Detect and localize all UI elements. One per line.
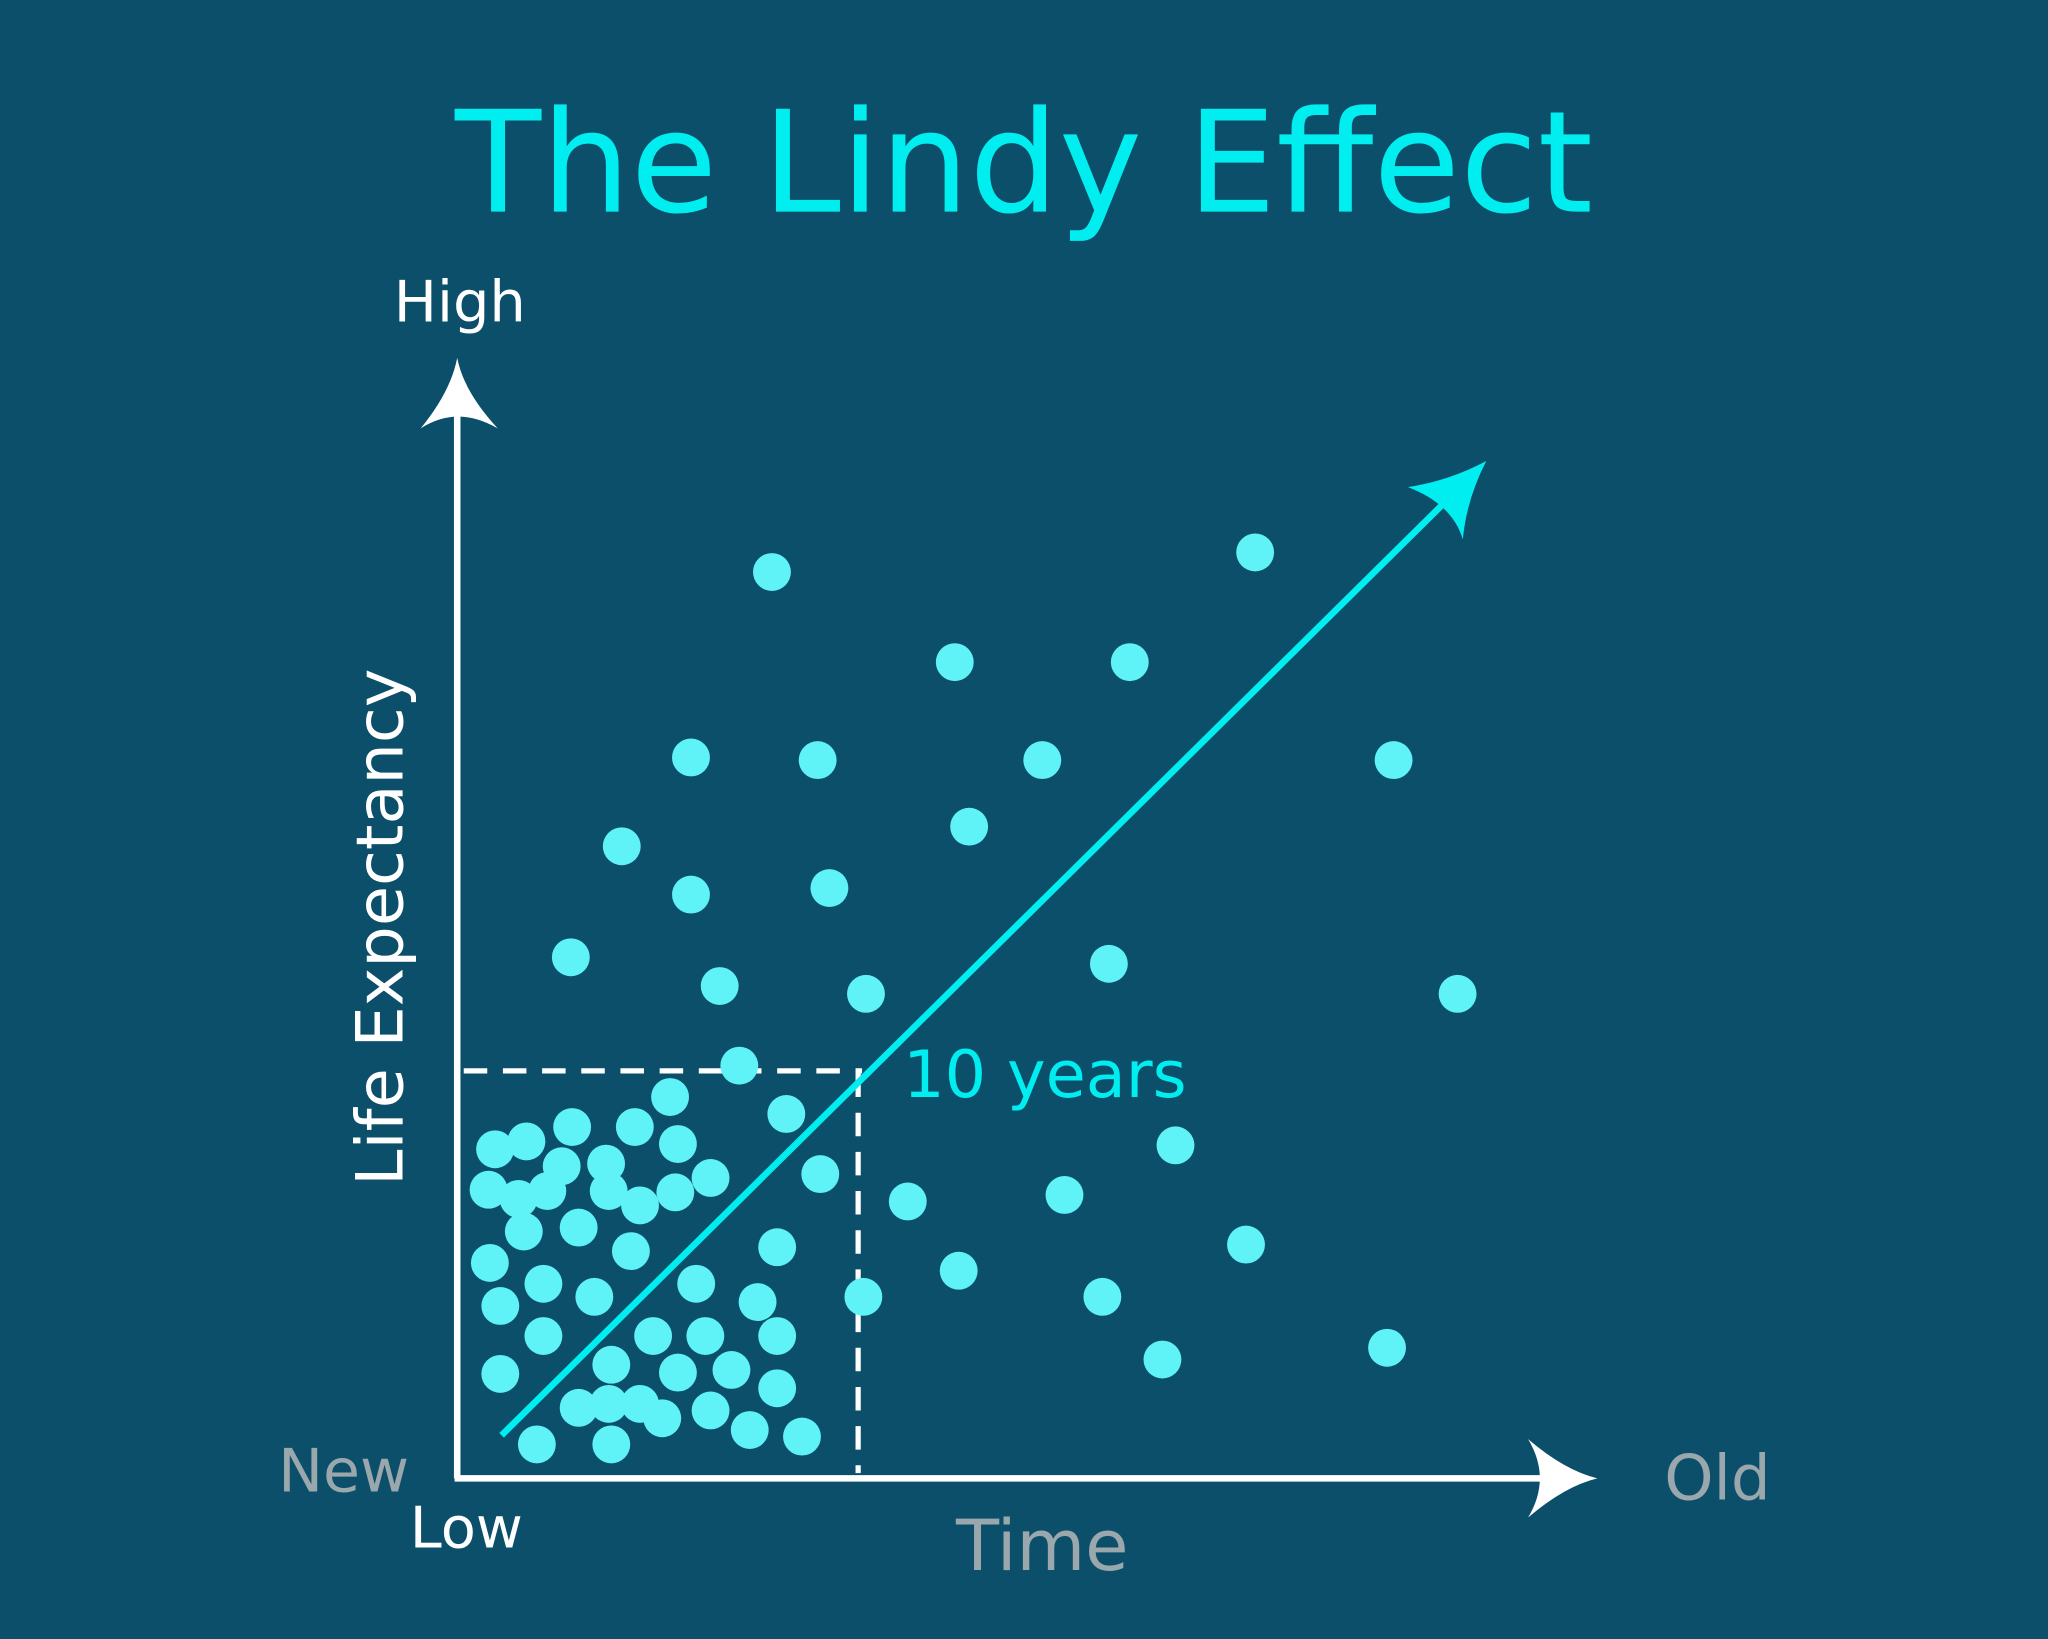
dot [738, 1283, 777, 1321]
dot [602, 827, 641, 866]
dot [587, 1144, 626, 1183]
dot [712, 1351, 751, 1389]
dot [1374, 741, 1413, 780]
dot [810, 869, 849, 908]
dot [720, 1046, 759, 1085]
dot [730, 1411, 769, 1449]
annotation: 10 years [903, 1037, 1186, 1113]
dot [517, 1425, 556, 1464]
dot [847, 974, 885, 1013]
dot [1023, 741, 1062, 780]
dot [1110, 643, 1149, 682]
dot [939, 1251, 978, 1290]
dot [1156, 1126, 1195, 1165]
trend-arrowhead [1407, 461, 1487, 540]
dot [476, 1130, 515, 1169]
dot [575, 1277, 614, 1316]
dot [1368, 1328, 1406, 1367]
dot [481, 1287, 520, 1325]
dot [672, 875, 710, 914]
dot [677, 1264, 716, 1303]
dot [504, 1212, 543, 1251]
dot [634, 1317, 673, 1355]
dot [753, 553, 791, 591]
y-bottom-label: Low [410, 1495, 523, 1562]
dot [559, 1208, 598, 1247]
dot [888, 1182, 927, 1221]
dot [651, 1078, 690, 1116]
dot [672, 738, 710, 777]
dot [621, 1186, 659, 1225]
dot [1083, 1277, 1122, 1316]
y-top-label: High [394, 268, 526, 335]
dot [592, 1425, 631, 1464]
title: The Lindy Effect [454, 82, 1593, 246]
dot [758, 1369, 797, 1408]
dot [691, 1391, 730, 1430]
dot [469, 1170, 508, 1209]
dot [798, 741, 837, 780]
dot [656, 1173, 695, 1212]
dot [1089, 944, 1128, 983]
dot [844, 1277, 883, 1316]
dot [589, 1172, 628, 1210]
dot [592, 1345, 631, 1384]
dot [499, 1179, 538, 1218]
y-axis-arrowhead [420, 357, 498, 429]
dot [559, 1388, 598, 1427]
dot [686, 1317, 725, 1355]
y-axis-title: Life Expectancy [342, 669, 418, 1186]
dot [589, 1384, 628, 1423]
dot [658, 1353, 697, 1392]
dot [658, 1125, 697, 1163]
dot [950, 807, 989, 846]
dot [758, 1228, 797, 1267]
dot [1045, 1176, 1084, 1214]
x-axis-title: Time [955, 1505, 1129, 1587]
dot [1236, 533, 1275, 572]
x-right-label: Old [1664, 1441, 1771, 1514]
trend-line [499, 484, 1463, 1438]
dot [700, 967, 739, 1005]
dot [1227, 1225, 1265, 1264]
dot [1143, 1340, 1182, 1379]
dot [643, 1399, 682, 1438]
dot [691, 1159, 730, 1197]
dot [553, 1108, 592, 1146]
dot [758, 1317, 797, 1355]
dot [481, 1354, 520, 1393]
dot [470, 1243, 509, 1282]
dot [801, 1155, 840, 1194]
dot [611, 1232, 650, 1271]
dot [767, 1095, 806, 1133]
dot [524, 1264, 563, 1303]
x-axis-arrowhead [1528, 1439, 1598, 1518]
dot [528, 1172, 567, 1210]
dot [1438, 974, 1477, 1013]
x-left-label: New [278, 1436, 409, 1506]
dot [551, 938, 590, 977]
dot [615, 1108, 654, 1146]
dot [524, 1317, 563, 1355]
dot [507, 1122, 546, 1161]
dot [935, 643, 974, 682]
dot [783, 1417, 821, 1456]
dots [469, 533, 1477, 1464]
